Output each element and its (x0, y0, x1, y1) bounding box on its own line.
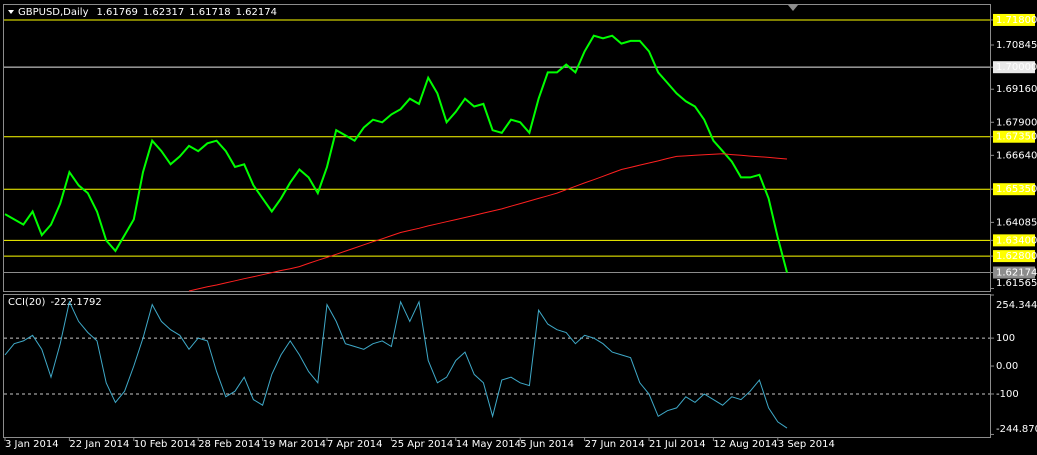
x-tick-label: 3 Jan 2014 (5, 439, 59, 450)
y-tick-label-bg (993, 130, 1035, 143)
y-tick-label: 1.64085 (996, 217, 1037, 228)
y-tick-label-bg (993, 266, 1035, 279)
x-tick-label: 3 Sep 2014 (778, 439, 835, 450)
series-line (4, 34, 788, 273)
header-value: 1.61718 (189, 7, 230, 18)
cci-current: -222.1792 (50, 297, 101, 308)
y-tick-label: 1.65350 (996, 184, 1037, 195)
price-panel (3, 4, 991, 292)
x-tick-label: 12 Aug 2014 (713, 439, 777, 450)
y-tick-label: 1.62174 (996, 268, 1037, 279)
y-tick-label-bg (993, 234, 1035, 247)
x-tick-label: 19 Mar 2014 (263, 439, 326, 450)
y-tick-label-bg (993, 250, 1035, 263)
y-tick-label: 1.67350 (996, 132, 1037, 143)
header-arrow (8, 10, 14, 14)
series-line (188, 153, 788, 292)
y-tick-label: 254.3447 (996, 300, 1037, 311)
y-tick-label: 1.70000 (996, 62, 1037, 73)
y-tick-label: 1.69160 (996, 84, 1037, 95)
header-value: 1.62174 (236, 7, 277, 18)
cci-title: CCI(20) (8, 297, 46, 308)
x-tick-label: 10 Feb 2014 (134, 439, 196, 450)
y-tick-label: 1.67900 (996, 117, 1037, 128)
x-tick-label: 21 Jul 2014 (649, 439, 706, 450)
y-tick-label: 1.63400 (996, 235, 1037, 246)
y-tick-label: -100 (996, 389, 1019, 400)
shift-marker (788, 5, 798, 11)
y-tick-label-bg (993, 183, 1035, 196)
symbol-title: GBPUSD,Daily (18, 7, 89, 18)
x-tick-label: 5 Jun 2014 (520, 439, 574, 450)
x-tick-label: 22 Jan 2014 (69, 439, 129, 450)
y-tick-label: 1.66640 (996, 150, 1037, 161)
x-tick-label: 28 Feb 2014 (198, 439, 260, 450)
header-value: 1.62317 (143, 7, 184, 18)
y-tick-label: 100 (996, 333, 1015, 344)
series-line (4, 300, 788, 429)
x-tick-label: 27 Jun 2014 (585, 439, 645, 450)
y-tick-label: -244.8708 (996, 424, 1037, 435)
y-tick-label: 1.71800 (996, 15, 1037, 26)
header-value: 1.61769 (97, 7, 138, 18)
x-tick-label: 25 Apr 2014 (391, 439, 453, 450)
y-tick-label-bg (993, 61, 1035, 74)
y-tick-label: 1.70845 (996, 40, 1037, 51)
x-tick-label: 7 Apr 2014 (327, 439, 382, 450)
x-tick-label: 14 May 2014 (456, 439, 521, 450)
y-tick-label: 1.62800 (996, 251, 1037, 262)
y-tick-label: 0.00 (996, 361, 1018, 372)
y-tick-label: 1.61565 (996, 278, 1037, 289)
y-tick-label-bg (993, 13, 1035, 26)
